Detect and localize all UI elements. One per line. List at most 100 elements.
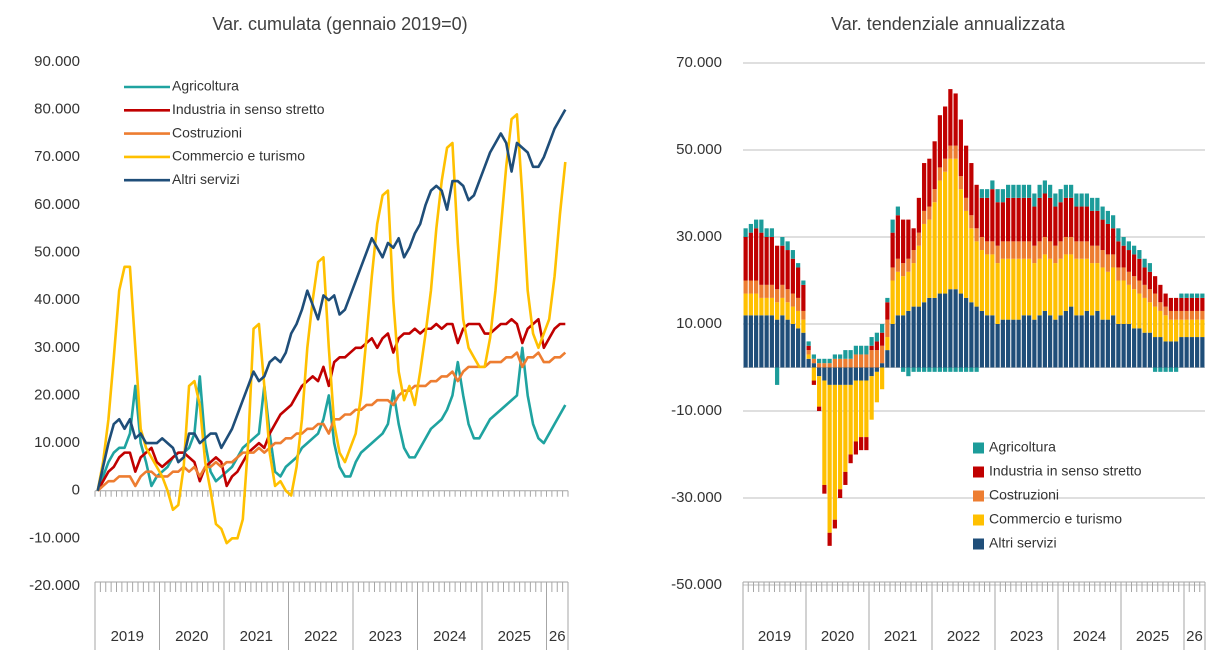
bar-segment: [1158, 337, 1163, 368]
x-tick-label: 26: [1186, 628, 1203, 645]
bar-segment: [964, 297, 969, 368]
bar-segment: [759, 297, 764, 316]
bar-segment: [1121, 237, 1126, 246]
bar-segment: [1111, 228, 1116, 255]
bar-segment: [932, 297, 937, 368]
y-tick-label: 80.000: [34, 101, 80, 118]
bar-segment: [1132, 276, 1137, 290]
bar-segment: [796, 263, 801, 268]
bar-segment: [1090, 210, 1095, 246]
bar-segment: [1116, 241, 1121, 268]
bar-segment: [1163, 341, 1168, 368]
bar-segment: [1084, 206, 1089, 242]
bar-segment: [895, 206, 900, 216]
bar-segment: [906, 367, 911, 377]
bar-segment: [743, 237, 748, 281]
bar-segment: [916, 232, 921, 246]
bar-segment: [1027, 197, 1032, 242]
bar-segment: [1000, 258, 1005, 320]
bar-segment: [869, 345, 874, 351]
y-tick-label: 60.000: [34, 196, 80, 213]
bar-segment: [874, 371, 879, 403]
bar-segment: [1111, 267, 1116, 316]
x-tick-label: 2024: [433, 628, 466, 645]
bar-segment: [890, 280, 895, 324]
bar-segment: [1048, 241, 1053, 259]
bar-segment: [943, 293, 948, 368]
bar-segment: [1037, 315, 1042, 368]
bar-segment: [927, 297, 932, 368]
y-tick-label: -10.000: [671, 402, 722, 419]
bar-segment: [1011, 241, 1016, 259]
bar-segment: [953, 158, 958, 290]
bar-segment: [801, 332, 806, 368]
bar-segment: [859, 367, 864, 381]
bar-segment: [916, 245, 921, 307]
bar-segment: [764, 284, 769, 298]
bar-segment: [1147, 271, 1152, 290]
bar-segment: [964, 367, 969, 372]
bar-segment: [922, 210, 927, 224]
bar-segment: [1116, 228, 1121, 242]
bar-segment: [1195, 319, 1200, 338]
bar-segment: [958, 367, 963, 372]
bar-segment: [806, 350, 811, 355]
bar-segment: [796, 297, 801, 311]
bar-segment: [916, 306, 921, 368]
bar-segment: [911, 250, 916, 264]
bar-segment: [922, 302, 927, 368]
bar-segment: [1174, 341, 1179, 368]
bar-segment: [785, 289, 790, 303]
bar-segment: [911, 263, 916, 307]
bar-segment: [811, 363, 816, 368]
bar-segment: [827, 532, 832, 546]
y-tick-label: 40.000: [34, 291, 80, 308]
bar-segment: [1079, 193, 1084, 207]
bar-segment: [1063, 197, 1068, 237]
bar-segment: [1006, 258, 1011, 320]
bar-segment: [811, 354, 816, 359]
bar-segment: [1084, 310, 1089, 368]
bar-segment: [1074, 206, 1079, 242]
bar-segment: [1058, 315, 1063, 368]
bar-segment: [922, 163, 927, 211]
bar-segment: [943, 106, 948, 159]
y-tick-label: -20.000: [29, 577, 80, 594]
bar-segment: [885, 337, 890, 351]
bar-segment: [1037, 258, 1042, 316]
bar-segment: [1111, 315, 1116, 368]
bar-segment: [769, 237, 774, 285]
bar-segment: [1105, 210, 1110, 224]
y-tick-label: 70.000: [34, 148, 80, 165]
bar-segment: [748, 223, 753, 233]
legend-label: Agricoltura: [172, 78, 239, 94]
bar-segment: [811, 380, 816, 385]
bar-segment: [1158, 367, 1163, 372]
series-line: [96, 113, 567, 545]
series-line: [96, 109, 567, 492]
bar-segment: [895, 258, 900, 272]
bar-segment: [880, 367, 885, 390]
bar-segment: [1121, 280, 1126, 324]
bar-segment: [964, 210, 969, 298]
bar-segment: [1032, 263, 1037, 320]
bar-segment: [1084, 193, 1089, 207]
bar-segment: [1011, 258, 1016, 320]
bar-segment: [843, 350, 848, 359]
bar-segment: [958, 293, 963, 368]
bar-segment: [848, 358, 853, 368]
bar-segment: [790, 258, 795, 294]
bar-segment: [927, 219, 932, 298]
y-tick-label: 30.000: [676, 228, 722, 245]
bar-segment: [832, 354, 837, 359]
bar-segment: [864, 367, 869, 381]
bar-segment: [785, 241, 790, 251]
bar-segment: [1006, 319, 1011, 368]
legend-label: Industria in senso stretto: [989, 463, 1142, 479]
x-tick-label: 2020: [821, 628, 854, 645]
bar-segment: [780, 237, 785, 246]
bar-segment: [1042, 193, 1047, 237]
bar-segment: [1069, 254, 1074, 307]
bar-segment: [869, 376, 874, 420]
